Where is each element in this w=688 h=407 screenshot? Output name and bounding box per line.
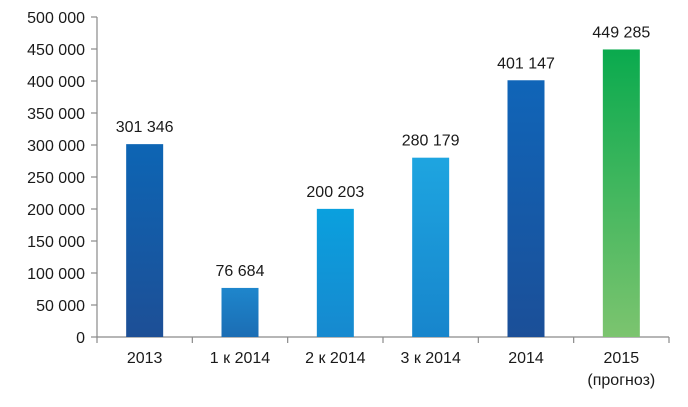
x-tick-label: 2015 <box>604 350 640 367</box>
y-axis: 0 50 000 100 000 150 000 200 000 250 000 300 0… <box>27 10 98 347</box>
bar <box>602 49 640 337</box>
data-label: 280 179 <box>402 133 460 150</box>
x-tick-label: 3 к 2014 <box>400 350 460 367</box>
data-label: 301 346 <box>116 119 174 136</box>
y-tick-label: 50 000 <box>36 298 85 315</box>
bar <box>221 287 259 337</box>
data-label: 200 203 <box>306 184 364 201</box>
y-tick-label: 400 000 <box>27 74 85 91</box>
data-labels: 301 346 76 684 200 203 280 179 401 147 449 28… <box>116 24 651 279</box>
x-tick-label: 2013 <box>127 350 163 367</box>
x-tick-label: 1 к 2014 <box>210 350 270 367</box>
y-tick-label: 0 <box>76 330 85 347</box>
bar <box>316 208 354 337</box>
x-axis <box>96 336 670 343</box>
x-tick-label: 2014 <box>508 350 544 367</box>
data-label: 76 684 <box>216 263 265 280</box>
x-tick-label: 2 к 2014 <box>305 350 365 367</box>
bar <box>126 144 164 337</box>
y-tick-label: 250 000 <box>27 170 85 187</box>
y-tick-label: 200 000 <box>27 202 85 219</box>
bar <box>507 80 545 337</box>
data-label: 449 285 <box>592 24 650 41</box>
y-tick-label: 150 000 <box>27 234 85 251</box>
y-tick-label: 450 000 <box>27 42 85 59</box>
bars <box>126 49 640 337</box>
category-labels: 2013 1 к 2014 2 к 2014 3 к 2014 2014 2015 (про… <box>127 350 655 389</box>
x-tick-label: (прогноз) <box>587 372 655 389</box>
y-tick-label: 100 000 <box>27 266 85 283</box>
y-tick-label: 300 000 <box>27 138 85 155</box>
data-label: 401 147 <box>497 55 555 72</box>
y-tick-label: 350 000 <box>27 106 85 123</box>
y-tick-label: 500 000 <box>27 10 85 27</box>
bar <box>412 157 450 337</box>
